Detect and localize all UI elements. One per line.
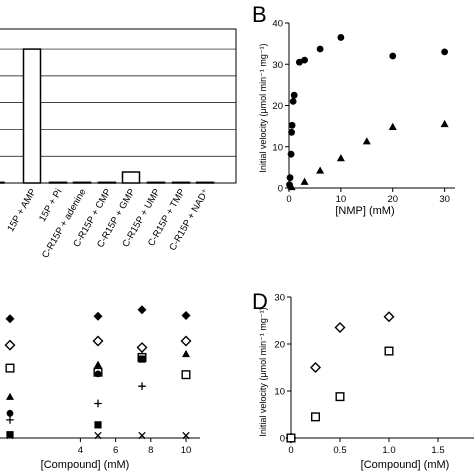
- bar: [48, 181, 68, 184]
- x-tick-label: 8: [148, 445, 153, 456]
- data-point: [316, 166, 325, 174]
- bar: [97, 181, 117, 184]
- data-point: [388, 122, 397, 130]
- panel-label-d: D: [252, 289, 268, 314]
- data-point: [94, 399, 102, 408]
- data-point: [182, 431, 190, 440]
- panel-d-y-axis-label: Initial velocity (μmol min⁻¹ mg⁻¹): [258, 307, 268, 436]
- bar: [195, 181, 215, 184]
- x-tick-label: 4: [78, 445, 83, 456]
- data-point: [389, 52, 397, 60]
- data-point: [94, 431, 102, 440]
- data-point: [138, 355, 146, 363]
- x-tick-label: 0.5: [333, 445, 346, 456]
- data-point: [93, 311, 103, 321]
- data-point: [182, 349, 190, 358]
- data-point: [301, 56, 308, 64]
- y-tick-label: 40: [272, 19, 283, 30]
- data-point: [316, 45, 324, 53]
- data-point: [6, 409, 14, 417]
- panel-b-y-axis-label: Initial velocity (μmol min⁻¹ mg⁻¹): [258, 43, 268, 172]
- panel-c-scatter-chart: [Compound] (mM) 4 6 8 10: [0, 305, 200, 471]
- x-tick-label: 20: [387, 194, 398, 205]
- y-tick-label: 30: [272, 60, 283, 71]
- data-point: [337, 34, 345, 41]
- y-tick-label: 10: [272, 142, 283, 153]
- data-point: [6, 392, 14, 400]
- data-point: [362, 137, 371, 145]
- data-point: [334, 322, 346, 334]
- x-tick-label: 10: [181, 445, 192, 456]
- data-point: [136, 342, 148, 354]
- data-point: [94, 370, 102, 378]
- category-tick-label: C-R15P + adenine: [40, 187, 89, 260]
- data-point: [286, 174, 294, 182]
- x-tick-label: 1.5: [431, 445, 444, 456]
- y-tick-label: 20: [272, 101, 283, 112]
- data-point: [289, 97, 297, 105]
- x-tick-label: 0: [288, 445, 293, 456]
- x-tick-label: 10: [336, 194, 347, 205]
- data-point: [335, 392, 345, 402]
- panel-label-b: B: [252, 2, 267, 27]
- y-tick-label: 0: [278, 184, 283, 195]
- bar: [0, 181, 5, 184]
- data-point: [94, 421, 102, 429]
- data-point: [6, 416, 14, 424]
- data-point: [295, 58, 303, 66]
- data-point: [440, 119, 449, 128]
- bar: [22, 48, 42, 184]
- data-point: [287, 182, 296, 191]
- data-point: [94, 360, 102, 368]
- data-point: [310, 362, 321, 373]
- data-point: [383, 311, 395, 323]
- bar: [72, 181, 92, 184]
- data-point: [300, 177, 309, 185]
- y-tick-label: 0: [280, 434, 285, 445]
- category-tick-label: 15P + AMP: [5, 187, 38, 234]
- bar: [171, 181, 191, 184]
- axis-lines: [288, 23, 455, 189]
- data-point: [287, 150, 295, 158]
- data-point: [5, 363, 15, 373]
- panel-d-scatter-chart: Initial velocity (μmol min⁻¹ mg⁻¹) [Comp…: [258, 293, 474, 471]
- panel-d-x-axis-label: [Compound] (mM): [361, 459, 450, 471]
- x-tick-label: 30: [439, 194, 450, 205]
- bar: [146, 181, 166, 184]
- panel-b-scatter-chart: Initial velocity (μmol min⁻¹ mg⁻¹) [NMP]…: [258, 19, 455, 217]
- y-tick-label: 20: [274, 340, 285, 351]
- data-point: [138, 431, 146, 440]
- data-point: [290, 91, 298, 99]
- x-tick-label: 0: [286, 194, 291, 205]
- data-point: [137, 305, 147, 315]
- y-tick-label: 30: [274, 293, 285, 304]
- data-point: [5, 314, 15, 324]
- panel-b-x-axis-label: [NMP] (mM): [335, 205, 394, 217]
- data-point: [286, 433, 296, 443]
- bar: [121, 171, 141, 184]
- data-point: [138, 382, 146, 390]
- data-point: [288, 121, 296, 129]
- data-point: [6, 431, 14, 440]
- data-point: [180, 335, 192, 347]
- data-point: [4, 339, 16, 351]
- data-point: [181, 370, 191, 380]
- data-point: [311, 412, 321, 422]
- panel-c-x-axis-label: [Compound] (mM): [41, 459, 130, 471]
- data-point: [336, 154, 345, 162]
- x-tick-label: 6: [113, 445, 118, 456]
- data-point: [288, 128, 295, 136]
- data-point: [384, 346, 394, 356]
- plot-frame: [0, 28, 237, 184]
- y-tick-label: 10: [274, 387, 285, 398]
- x-tick-label: 1.0: [382, 445, 395, 456]
- data-point: [92, 335, 104, 347]
- data-point: [181, 310, 191, 320]
- data-point: [441, 48, 449, 56]
